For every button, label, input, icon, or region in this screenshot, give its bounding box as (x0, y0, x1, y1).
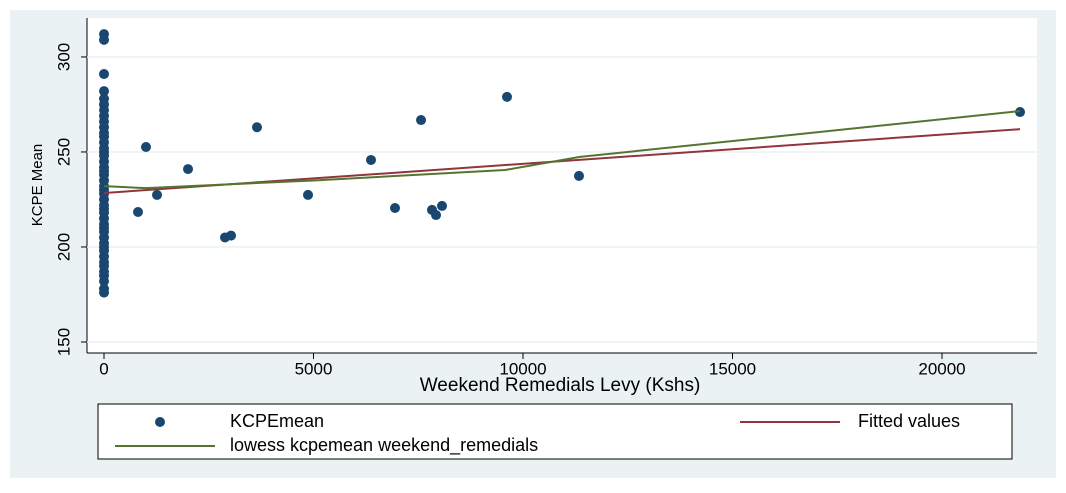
x-tick-label: 0 (99, 359, 108, 378)
point (437, 200, 448, 211)
point (502, 91, 513, 102)
y-tick-label: 150 (54, 328, 73, 356)
point (226, 230, 237, 241)
point (99, 276, 110, 287)
point (140, 142, 151, 153)
x-tick-label: 5000 (295, 359, 333, 378)
point (573, 170, 584, 181)
y-axis-title: KCPE Mean (29, 144, 46, 227)
point (99, 34, 110, 45)
legend-label: KCPEmean (230, 411, 324, 431)
legend-label: Fitted values (858, 411, 960, 431)
point (99, 86, 110, 97)
point (431, 210, 442, 221)
point (183, 164, 194, 175)
legend-label: lowess kcpemean weekend_remedials (230, 435, 538, 456)
point (99, 69, 110, 80)
point (132, 207, 143, 218)
y-tick-label: 250 (54, 138, 73, 166)
point (251, 122, 262, 133)
x-tick-label: 20000 (918, 359, 965, 378)
series-line (103, 110, 1021, 190)
y-tick-label: 200 (54, 233, 73, 261)
y-tick-label: 300 (54, 43, 73, 71)
point (390, 203, 401, 214)
legend (97, 403, 1013, 460)
point (416, 115, 427, 126)
point (99, 287, 110, 298)
legend-marker (155, 417, 165, 427)
point (303, 189, 314, 200)
point (152, 189, 163, 200)
point (365, 154, 376, 165)
x-tick-label: 10000 (499, 359, 546, 378)
plot-area (87, 18, 1037, 353)
x-axis-title: Weekend Remedials Levy (Kshs) (420, 375, 701, 396)
x-tick-label: 15000 (709, 359, 756, 378)
